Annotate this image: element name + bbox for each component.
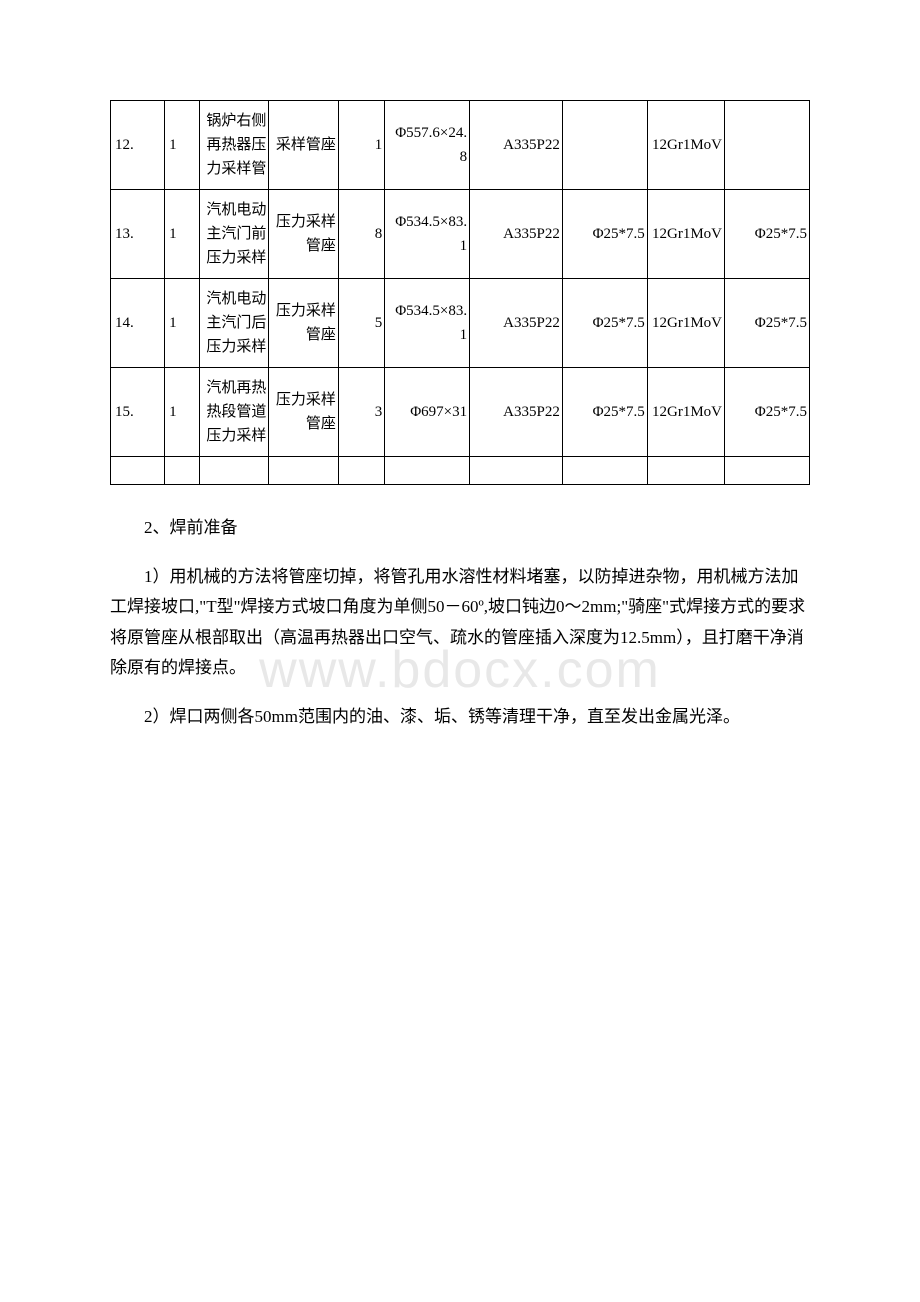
table-cell bbox=[111, 457, 165, 485]
table-cell: 5 bbox=[338, 279, 384, 368]
table-cell: 汽机再热热段管道压力采样 bbox=[199, 368, 269, 457]
table-cell: Φ25*7.5 bbox=[562, 190, 647, 279]
table-cell: 压力采样管座 bbox=[269, 279, 339, 368]
table-cell: 1 bbox=[338, 101, 384, 190]
page-content: 12.1锅炉右侧再热器压力采样管采样管座1Φ557.6×24.8A335P221… bbox=[110, 100, 810, 733]
table-cell: Φ25*7.5 bbox=[725, 190, 810, 279]
table-cell bbox=[725, 101, 810, 190]
table-row: 15.1汽机再热热段管道压力采样压力采样管座3Φ697×31A335P22Φ25… bbox=[111, 368, 810, 457]
table-cell: Φ534.5×83.1 bbox=[385, 279, 470, 368]
table-cell: 1 bbox=[165, 279, 200, 368]
table-cell: 采样管座 bbox=[269, 101, 339, 190]
table-cell: Φ25*7.5 bbox=[562, 279, 647, 368]
table-cell bbox=[199, 457, 269, 485]
table-cell bbox=[338, 457, 384, 485]
paragraph-1: 1）用机械的方法将管座切掉，将管孔用水溶性材料堵塞，以防掉进杂物，用机械方法加工… bbox=[110, 562, 810, 684]
table-cell: 13. bbox=[111, 190, 165, 279]
table-cell: 1 bbox=[165, 101, 200, 190]
table-cell: 压力采样管座 bbox=[269, 368, 339, 457]
table-cell: 14. bbox=[111, 279, 165, 368]
table-cell: A335P22 bbox=[470, 279, 563, 368]
table-cell: 1 bbox=[165, 368, 200, 457]
table-cell: Φ697×31 bbox=[385, 368, 470, 457]
table-cell: 压力采样管座 bbox=[269, 190, 339, 279]
table-cell: Φ557.6×24.8 bbox=[385, 101, 470, 190]
table-cell: 12Gr1MoV bbox=[647, 368, 724, 457]
paragraph-2: 2）焊口两侧各50mm范围内的油、漆、垢、锈等清理干净，直至发出金属光泽。 bbox=[110, 702, 810, 733]
table-cell: Φ25*7.5 bbox=[725, 279, 810, 368]
table-cell: Φ534.5×83.1 bbox=[385, 190, 470, 279]
table-row: 12.1锅炉右侧再热器压力采样管采样管座1Φ557.6×24.8A335P221… bbox=[111, 101, 810, 190]
table-cell: 锅炉右侧再热器压力采样管 bbox=[199, 101, 269, 190]
table-cell: Φ25*7.5 bbox=[562, 368, 647, 457]
table-cell bbox=[725, 457, 810, 485]
table-cell: 12Gr1MoV bbox=[647, 101, 724, 190]
table-cell: 汽机电动主汽门前压力采样 bbox=[199, 190, 269, 279]
table-cell: 3 bbox=[338, 368, 384, 457]
table-cell bbox=[562, 457, 647, 485]
table-cell: 汽机电动主汽门后压力采样 bbox=[199, 279, 269, 368]
table-cell: 12. bbox=[111, 101, 165, 190]
table-row: 14.1汽机电动主汽门后压力采样压力采样管座5Φ534.5×83.1A335P2… bbox=[111, 279, 810, 368]
table-cell: Φ25*7.5 bbox=[725, 368, 810, 457]
table-cell bbox=[562, 101, 647, 190]
table-cell: 12Gr1MoV bbox=[647, 279, 724, 368]
table-cell: A335P22 bbox=[470, 368, 563, 457]
data-table: 12.1锅炉右侧再热器压力采样管采样管座1Φ557.6×24.8A335P221… bbox=[110, 100, 810, 485]
table-cell bbox=[470, 457, 563, 485]
table-cell bbox=[385, 457, 470, 485]
table-cell: 8 bbox=[338, 190, 384, 279]
table-row-empty bbox=[111, 457, 810, 485]
table-cell bbox=[647, 457, 724, 485]
table-cell bbox=[269, 457, 339, 485]
table-cell: 15. bbox=[111, 368, 165, 457]
table-row: 13.1汽机电动主汽门前压力采样压力采样管座8Φ534.5×83.1A335P2… bbox=[111, 190, 810, 279]
table-cell: A335P22 bbox=[470, 101, 563, 190]
table-cell: A335P22 bbox=[470, 190, 563, 279]
table-cell bbox=[165, 457, 200, 485]
section-title: 2、焊前准备 bbox=[110, 513, 810, 544]
table-cell: 12Gr1MoV bbox=[647, 190, 724, 279]
table-cell: 1 bbox=[165, 190, 200, 279]
